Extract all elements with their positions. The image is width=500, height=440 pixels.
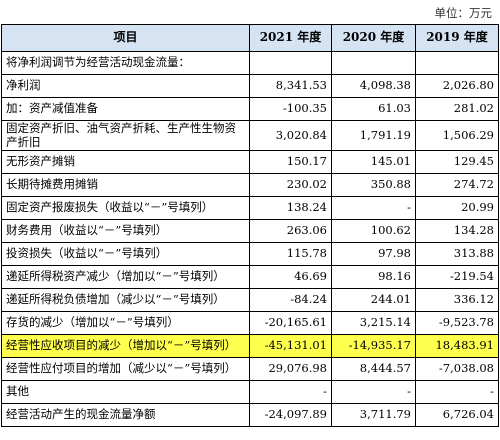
value-2020: 244.01 (331, 288, 416, 312)
value-2019 (415, 51, 499, 75)
table-row: 递延所得税资产减少（增加以“－”号填列） 46.69 98.16 -219.54 (1, 265, 499, 289)
value-2021: 263.06 (249, 219, 332, 243)
value-2021: 29,076.98 (249, 357, 332, 381)
table-row-highlighted: 经营性应收项目的减少（增加以“－”号填列） -45,131.01 -14,935… (1, 334, 499, 358)
table-row: 将净利润调节为经营活动现金流量： (1, 51, 499, 75)
value-2019: 274.72 (415, 173, 499, 197)
value-2020: 98.16 (331, 265, 416, 289)
table-row: 固定资产折旧、油气资产折耗、生产性生物资产折旧 3,020.84 1,791.1… (1, 120, 499, 151)
table-row: 经营性应付项目的增加（减少以“－”号填列） 29,076.98 8,444.57… (1, 357, 499, 381)
value-2020 (331, 51, 416, 75)
table-row: 投资损失（收益以“－”号填列） 115.78 97.98 313.88 (1, 242, 499, 266)
value-2021: -24,097.89 (249, 403, 332, 427)
table-row: 递延所得税负债增加（减少以“－”号填列） -84.24 244.01 336.1… (1, 288, 499, 312)
row-item: 经营性应收项目的减少（增加以“－”号填列） (1, 334, 250, 358)
value-2019: 2,026.80 (415, 74, 499, 98)
value-2021: -20,165.61 (249, 311, 332, 335)
table-row-total: 经营活动产生的现金流量净额 -24,097.89 3,711.79 6,726.… (1, 403, 499, 427)
table-row: 净利润 8,341.53 4,098.38 2,026.80 (1, 74, 499, 98)
value-2021: 230.02 (249, 173, 332, 197)
header-item: 项目 (1, 24, 250, 52)
value-2019: 134.28 (415, 219, 499, 243)
row-item: 固定资产折旧、油气资产折耗、生产性生物资产折旧 (1, 120, 250, 151)
value-2021: 115.78 (249, 242, 332, 266)
value-2020: 1,791.19 (331, 120, 416, 151)
value-2021: 3,020.84 (249, 120, 332, 151)
value-2019: 129.45 (415, 150, 499, 174)
value-2020: 97.98 (331, 242, 416, 266)
header-2021: 2021 年度 (249, 24, 332, 52)
value-2020: 350.88 (331, 173, 416, 197)
table-row: 存货的减少（增加以“－”号填列） -20,165.61 3,215.14 -9,… (1, 311, 499, 335)
table-row: 固定资产报废损失（收益以“－”号填列） 138.24 - 20.99 (1, 196, 499, 220)
value-2020: - (331, 196, 416, 220)
value-2021: 8,341.53 (249, 74, 332, 98)
row-item: 加：资产减值准备 (1, 97, 250, 121)
value-2019: 20.99 (415, 196, 499, 220)
value-2021: -84.24 (249, 288, 332, 312)
value-2019: 6,726.04 (415, 403, 499, 427)
value-2019: -219.54 (415, 265, 499, 289)
header-2019: 2019 年度 (415, 24, 499, 52)
value-2021: 150.17 (249, 150, 332, 174)
value-2020: -14,935.17 (331, 334, 416, 358)
header-row: 项目 2021 年度 2020 年度 2019 年度 (1, 24, 499, 52)
value-2020: 8,444.57 (331, 357, 416, 381)
unit-label: 单位：万元 (434, 6, 493, 20)
header-2020: 2020 年度 (331, 24, 416, 52)
value-2019: 336.12 (415, 288, 499, 312)
row-item: 存货的减少（增加以“－”号填列） (1, 311, 250, 335)
row-item: 经营性应付项目的增加（减少以“－”号填列） (1, 357, 250, 381)
row-item: 将净利润调节为经营活动现金流量： (1, 51, 250, 75)
value-2020: 3,215.14 (331, 311, 416, 335)
row-item: 其他 (1, 380, 250, 404)
value-2020: - (331, 380, 416, 404)
row-item: 递延所得税负债增加（减少以“－”号填列） (1, 288, 250, 312)
value-2019: 18,483.91 (415, 334, 499, 358)
table-row: 其他 - - - (1, 380, 499, 404)
row-item: 固定资产报废损失（收益以“－”号填列） (1, 196, 250, 220)
row-item: 长期待摊费用摊销 (1, 173, 250, 197)
value-2021: - (249, 380, 332, 404)
value-2019: -9,523.78 (415, 311, 499, 335)
value-2019: 1,506.29 (415, 120, 499, 151)
row-item: 净利润 (1, 74, 250, 98)
value-2020: 145.01 (331, 150, 416, 174)
table-row: 财务费用（收益以“－”号填列） 263.06 100.62 134.28 (1, 219, 499, 243)
value-2019: 281.02 (415, 97, 499, 121)
value-2019: -7,038.08 (415, 357, 499, 381)
table-row: 加：资产减值准备 -100.35 61.03 281.02 (1, 97, 499, 121)
table-row: 长期待摊费用摊销 230.02 350.88 274.72 (1, 173, 499, 197)
value-2020: 4,098.38 (331, 74, 416, 98)
cash-flow-reconciliation-table: 项目 2021 年度 2020 年度 2019 年度 将净利润调节为经营活动现金… (1, 24, 499, 427)
table-row: 无形资产摊销 150.17 145.01 129.45 (1, 150, 499, 174)
value-2019: 313.88 (415, 242, 499, 266)
value-2019: - (415, 380, 499, 404)
row-item: 投资损失（收益以“－”号填列） (1, 242, 250, 266)
value-2020: 100.62 (331, 219, 416, 243)
row-item: 财务费用（收益以“－”号填列） (1, 219, 250, 243)
row-item: 递延所得税资产减少（增加以“－”号填列） (1, 265, 250, 289)
value-2021: -45,131.01 (249, 334, 332, 358)
value-2021: -100.35 (249, 97, 332, 121)
row-item: 无形资产摊销 (1, 150, 250, 174)
value-2021: 138.24 (249, 196, 332, 220)
value-2021 (249, 51, 332, 75)
value-2020: 3,711.79 (331, 403, 416, 427)
row-item: 经营活动产生的现金流量净额 (1, 403, 250, 427)
value-2021: 46.69 (249, 265, 332, 289)
value-2020: 61.03 (331, 97, 416, 121)
